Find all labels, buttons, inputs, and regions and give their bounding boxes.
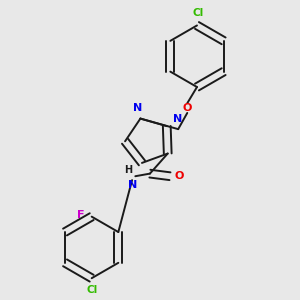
Text: F: F [77, 210, 85, 220]
Text: O: O [175, 171, 184, 181]
Text: N: N [128, 180, 138, 190]
Text: N: N [133, 103, 142, 113]
Text: H: H [124, 165, 132, 175]
Text: O: O [183, 103, 192, 113]
Text: Cl: Cl [86, 285, 97, 295]
Text: N: N [172, 113, 182, 124]
Text: Cl: Cl [193, 8, 204, 18]
